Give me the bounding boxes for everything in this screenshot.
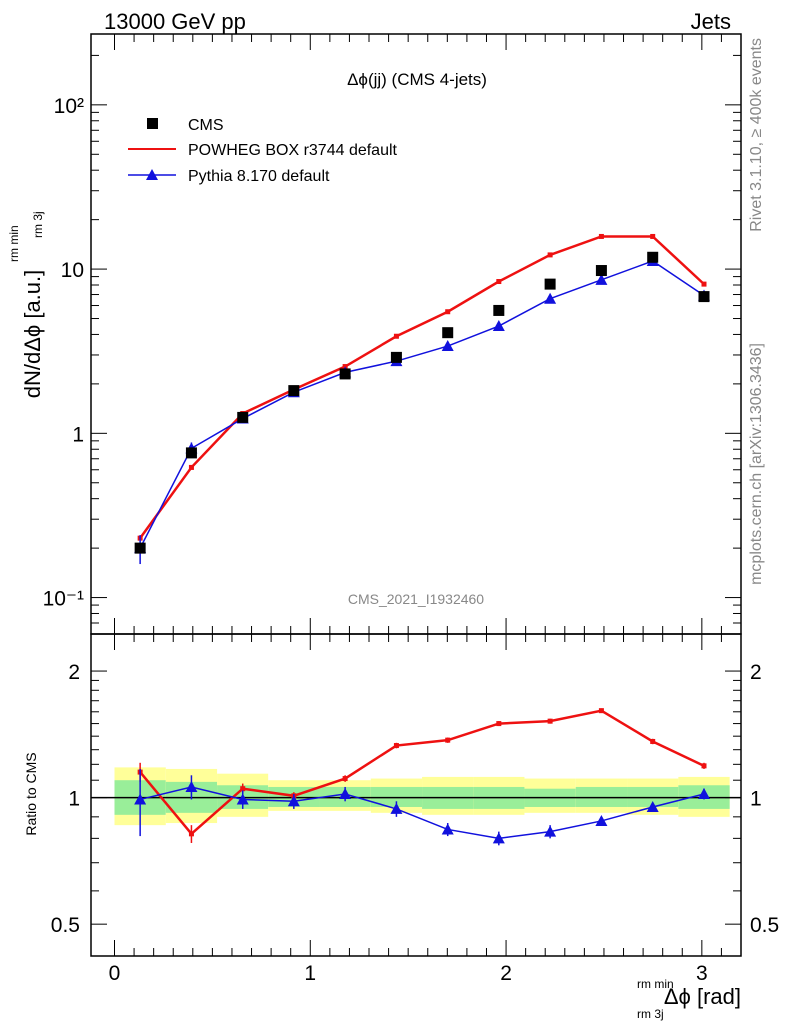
data-point-cms (237, 411, 249, 423)
ratio-point-pythia (544, 825, 557, 837)
ratio-frame (90, 633, 742, 957)
ratio-point-pythia (339, 787, 352, 799)
main-ylabel: dN/dΔϕ [a.u.] (20, 270, 45, 399)
data-point-cms (647, 251, 659, 263)
ratio-point-pythia (646, 800, 659, 812)
data-point-powheg (598, 233, 604, 239)
legend: CMS POWHEG BOX r3744 default Pythia 8.17… (128, 117, 398, 185)
ratio-point-powheg (547, 718, 553, 724)
ratio-y-tick-label-left: 0.5 (51, 914, 80, 937)
data-point-cms (698, 291, 710, 303)
data-point-pythia (544, 292, 557, 304)
ratio-y-tick-label-left: 1 (68, 788, 80, 811)
data-point-pythia (595, 273, 608, 285)
legend-marker-cms (147, 118, 158, 129)
series-line-pythia (139, 260, 705, 549)
ratio-point-pythia (441, 823, 454, 835)
data-point-cms (185, 447, 197, 459)
ratio-point-pythia (492, 832, 505, 844)
ratio-point-powheg (445, 737, 451, 743)
data-point-powheg (496, 279, 502, 285)
ratio-point-powheg (598, 708, 604, 714)
header-right: Jets (691, 9, 731, 34)
y-tick-label: 10² (54, 95, 84, 118)
mcplots-label: mcplots.cern.ch [arXiv:1306.3436] (748, 343, 765, 585)
ratio-point-pythia (390, 802, 403, 814)
data-point-powheg (393, 333, 399, 339)
xlabel-sub: rm 3j (637, 1007, 664, 1021)
data-point-powheg (445, 309, 451, 315)
ratio-y-tick-label-right: 0.5 (750, 914, 779, 937)
watermark: CMS_2021_I1932460 (348, 591, 484, 607)
ratio-point-pythia (185, 780, 198, 792)
y-tick-label: 10 (61, 259, 84, 282)
data-point-cms (442, 327, 454, 339)
xlabel-sup: rm min (637, 977, 674, 991)
ratio-line-powheg (139, 709, 705, 836)
data-point-pythia (441, 340, 454, 352)
y-tick-label: 10⁻¹ (43, 588, 84, 611)
ratio-point-pythia (134, 793, 147, 805)
x-tick-label: 2 (500, 962, 512, 985)
ratio-ylabel: Ratio to CMS (23, 752, 39, 835)
x-tick-label: 0 (109, 962, 121, 985)
ratio-point-powheg (701, 763, 707, 769)
ratio-point-powheg (342, 776, 348, 782)
main-ylabel-text: dN/dΔϕ [a.u.] (20, 270, 45, 399)
main-ylabel-sup: rm min (7, 225, 21, 262)
x-tick-label: 3 (696, 962, 708, 985)
data-point-cms (493, 304, 505, 316)
data-point-cms (390, 351, 402, 363)
ratio-y-tick-label-left: 2 (68, 661, 80, 684)
ratio-y-tick-label-right: 1 (750, 788, 762, 811)
ratio-point-pythia (236, 793, 249, 805)
ratio-point-powheg (188, 831, 194, 837)
ratio-point-pythia (595, 814, 608, 826)
legend-marker-pythia (146, 169, 158, 180)
main-ylabel-sub: rm 3j (31, 211, 45, 238)
rivet-label: Rivet 3.1.10, ≥ 400k events (748, 38, 765, 232)
legend-label-powheg: POWHEG BOX r3744 default (188, 142, 398, 159)
data-point-cms (339, 368, 351, 380)
ratio-panel: 0.5 0.5 1 1 2 2 0 1 2 3 Ratio to CMS Δϕ [rad] rm … (23, 633, 779, 1021)
data-point-powheg (188, 464, 194, 470)
ratio-point-powheg (393, 743, 399, 749)
ratio-line-pythia (139, 786, 705, 840)
data-point-cms (595, 265, 607, 277)
data-point-powheg (701, 281, 707, 287)
ratio-point-powheg (650, 738, 656, 744)
header-left: 13000 GeV pp (104, 9, 246, 34)
data-point-powheg (547, 252, 553, 258)
ratio-y-tick-label-right: 2 (750, 661, 762, 684)
ratio-point-powheg (496, 721, 502, 727)
ratio-point-powheg (240, 786, 246, 792)
ratio-point-pythia (697, 787, 710, 799)
ratio-point-pythia (287, 795, 300, 807)
data-point-pythia (492, 320, 505, 332)
data-point-cms (288, 385, 300, 397)
y-tick-label: 1 (72, 423, 84, 446)
legend-label-pythia: Pythia 8.170 default (188, 168, 330, 185)
data-point-cms (544, 278, 556, 290)
main-panel: 10⁻¹ 1 10 10² Δϕ(jj) (CMS 4-jets) CMS_2021_… (7, 33, 742, 635)
x-tick-label: 1 (304, 962, 316, 985)
data-point-cms (134, 542, 146, 554)
legend-label-cms: CMS (188, 117, 224, 134)
xlabel: Δϕ [rad] (664, 984, 741, 1009)
main-title: Δϕ(jj) (CMS 4-jets) (347, 70, 487, 89)
series-line-powheg (139, 235, 705, 539)
data-point-powheg (650, 233, 656, 239)
